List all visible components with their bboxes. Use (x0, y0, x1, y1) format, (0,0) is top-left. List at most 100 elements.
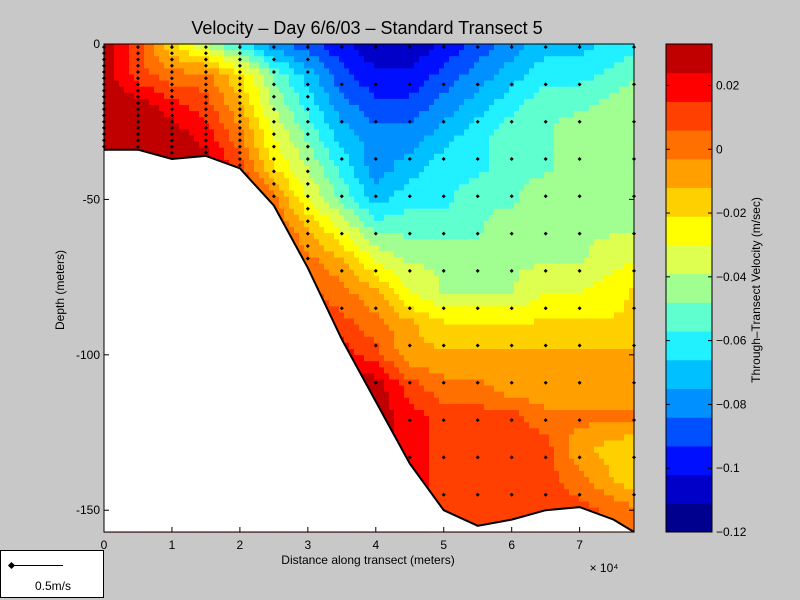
velocity-cell (499, 117, 505, 124)
velocity-cell (479, 300, 485, 307)
velocity-cell (454, 208, 460, 216)
velocity-cell (559, 184, 565, 191)
velocity-cell (484, 44, 490, 51)
velocity-cell (419, 68, 425, 76)
velocity-cell (409, 227, 415, 234)
velocity-cell (619, 294, 625, 301)
velocity-cell (364, 68, 370, 76)
velocity-cell (174, 68, 180, 76)
velocity-cell (514, 62, 520, 69)
velocity-cell (239, 105, 245, 112)
velocity-cell (424, 233, 430, 240)
velocity-cell (489, 227, 495, 234)
velocity-cell (149, 56, 155, 63)
velocity-cell (519, 220, 525, 228)
velocity-cell (159, 50, 165, 57)
velocity-cell (219, 74, 225, 82)
velocity-cell (344, 263, 350, 271)
velocity-cell (389, 202, 395, 210)
velocity-cell (434, 147, 440, 155)
velocity-cell (389, 257, 395, 265)
velocity-cell (129, 56, 135, 63)
velocity-cell (254, 92, 260, 100)
velocity-cell (349, 281, 355, 289)
velocity-cell (269, 123, 275, 130)
velocity-cell (154, 117, 160, 124)
velocity-cell (534, 318, 540, 326)
velocity-cell (564, 269, 570, 277)
velocity-cell (549, 153, 555, 161)
velocity-cell (359, 50, 365, 57)
velocity-cell (589, 300, 595, 307)
velocity-cell (469, 56, 475, 63)
velocity-cell (424, 227, 430, 234)
velocity-cell (559, 80, 565, 88)
velocity-cell (579, 324, 585, 332)
velocity-cell (334, 44, 340, 51)
velocity-cell (574, 74, 580, 82)
velocity-cell (534, 184, 540, 191)
velocity-cell (629, 251, 635, 259)
velocity-cell (399, 105, 405, 112)
velocity-cell (314, 62, 320, 69)
velocity-cell (534, 288, 540, 295)
velocity-cell (484, 281, 490, 289)
velocity-cell (494, 117, 500, 124)
velocity-cell (324, 300, 330, 307)
velocity-cell (509, 227, 515, 234)
velocity-cell (374, 263, 380, 271)
velocity-cell (414, 123, 420, 130)
velocity-cell (349, 294, 355, 301)
velocity-cell (624, 300, 630, 307)
velocity-cell (524, 214, 530, 222)
velocity-cell (539, 129, 545, 137)
velocity-cell (349, 159, 355, 167)
velocity-cell (439, 172, 445, 179)
velocity-cell (314, 129, 320, 137)
velocity-cell (529, 275, 535, 283)
velocity-cell (439, 269, 445, 277)
velocity-cell (494, 141, 500, 149)
velocity-cell (629, 159, 635, 167)
velocity-cell (289, 153, 295, 161)
velocity-cell (389, 208, 395, 216)
velocity-cell (384, 50, 390, 57)
velocity-cell (304, 62, 310, 69)
velocity-cell (609, 166, 615, 173)
velocity-cell (544, 86, 550, 94)
velocity-cell (159, 129, 165, 137)
velocity-cell (269, 178, 275, 185)
velocity-cell (379, 227, 385, 234)
velocity-cell (524, 233, 530, 240)
velocity-cell (609, 86, 615, 94)
velocity-cell (204, 141, 210, 149)
velocity-cell (209, 68, 215, 76)
velocity-cell (264, 80, 270, 88)
velocity-cell (389, 166, 395, 173)
velocity-cell (439, 44, 445, 51)
velocity-cell (329, 56, 335, 63)
velocity-cell (564, 105, 570, 112)
velocity-cell (459, 98, 465, 106)
velocity-cell (294, 62, 300, 69)
velocity-cell (124, 56, 130, 63)
velocity-cell (329, 86, 335, 94)
velocity-cell (264, 86, 270, 94)
velocity-cell (439, 208, 445, 216)
velocity-cell (519, 288, 525, 295)
velocity-cell (404, 135, 410, 143)
velocity-cell (254, 129, 260, 137)
velocity-cell (469, 245, 475, 252)
velocity-cell (379, 239, 385, 246)
velocity-cell (364, 202, 370, 210)
velocity-cell (419, 74, 425, 82)
velocity-cell (389, 92, 395, 100)
velocity-cell (519, 233, 525, 240)
velocity-cell (409, 312, 415, 320)
velocity-cell (534, 306, 540, 313)
velocity-cell (434, 190, 440, 198)
velocity-cell (604, 123, 610, 130)
velocity-cell (289, 62, 295, 69)
velocity-cell (349, 233, 355, 240)
velocity-cell (444, 135, 450, 143)
